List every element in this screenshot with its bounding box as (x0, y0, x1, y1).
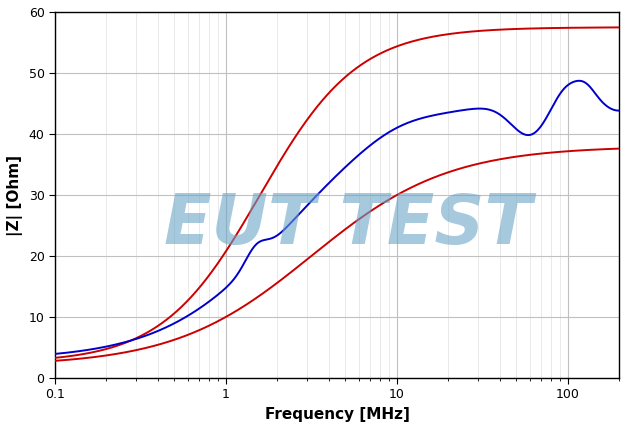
Text: EUT TEST: EUT TEST (165, 191, 532, 258)
X-axis label: Frequency [MHz]: Frequency [MHz] (265, 407, 409, 422)
Y-axis label: |Z| [Ohm]: |Z| [Ohm] (7, 154, 23, 236)
